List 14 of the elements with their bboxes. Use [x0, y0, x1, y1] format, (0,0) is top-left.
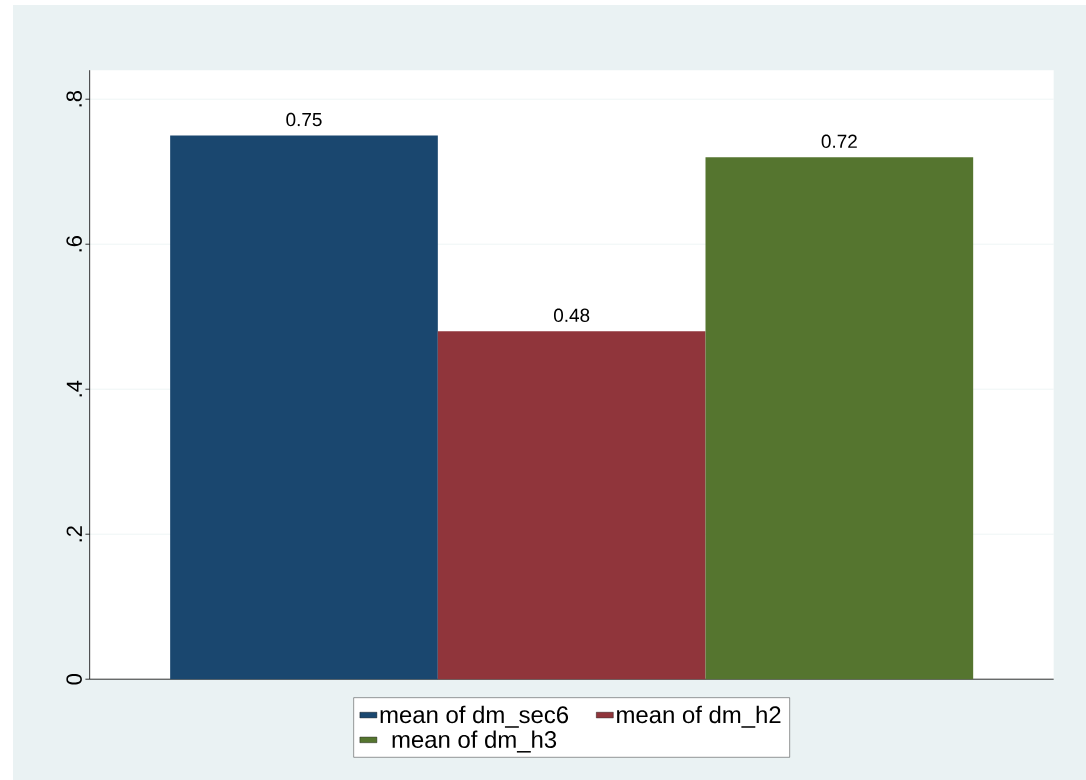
legend-label: mean of dm_h2 [617, 705, 781, 728]
y-tick-label: 0 [66, 673, 82, 685]
data-label: 0.72 [821, 134, 857, 149]
bar [437, 331, 706, 680]
bar [170, 135, 438, 680]
legend-label: mean of dm_sec6 [380, 705, 569, 728]
data-label: 0.48 [553, 308, 590, 323]
y-tick-label: .6 [66, 236, 82, 252]
y-tick-label: .4 [66, 380, 82, 397]
y-tick-label: .8 [66, 91, 82, 107]
y-tick-label: .2 [66, 526, 82, 542]
legend-label: mean of dm_h3 [392, 730, 557, 753]
data-label: 0.75 [286, 112, 322, 127]
bar [705, 157, 974, 680]
